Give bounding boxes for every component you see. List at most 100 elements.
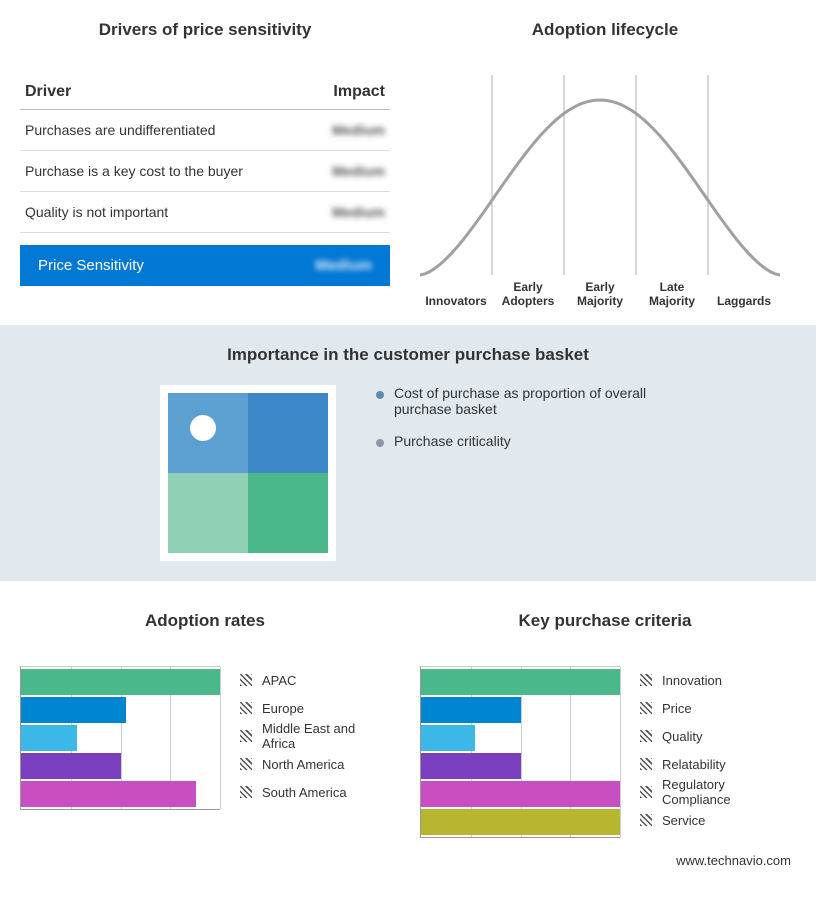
legend-label: Cost of purchase as proportion of overal… bbox=[394, 385, 656, 417]
basket-legend-item: Cost of purchase as proportion of overal… bbox=[376, 385, 656, 417]
bar-fill bbox=[421, 697, 521, 723]
legend-item: APAC bbox=[240, 666, 390, 694]
bar-fill bbox=[421, 725, 475, 751]
adoption-panel: Adoption rates APAC Europe Middle East and… bbox=[20, 611, 405, 838]
driver-impact: Medium bbox=[332, 204, 385, 220]
header-impact: Impact bbox=[333, 83, 385, 101]
quadrant-tr bbox=[248, 393, 328, 473]
quadrant-chart bbox=[168, 393, 328, 553]
legend-item: Regulatory Compliance bbox=[640, 778, 790, 806]
drivers-table: Driver Impact Purchases are undifferenti… bbox=[20, 75, 390, 286]
bar-fill bbox=[421, 809, 620, 835]
legend-item: Relatability bbox=[640, 750, 790, 778]
lifecycle-title: Adoption lifecycle bbox=[420, 20, 790, 40]
adoption-legend: APAC Europe Middle East and AfricaNorth Am… bbox=[240, 666, 390, 810]
adoption-chart bbox=[20, 666, 220, 810]
drivers-summary: Price Sensitivity Medium bbox=[20, 245, 390, 286]
grid-line bbox=[220, 667, 221, 809]
legend-item: Price bbox=[640, 694, 790, 722]
legend-label: South America bbox=[262, 785, 347, 800]
quadrant-br bbox=[248, 473, 328, 553]
adoption-title: Adoption rates bbox=[20, 611, 390, 631]
driver-label: Purchase is a key cost to the buyer bbox=[25, 163, 243, 179]
legend-swatch-icon bbox=[640, 758, 652, 770]
legend-label: Price bbox=[662, 701, 692, 716]
legend-item: Innovation bbox=[640, 666, 790, 694]
legend-label: Regulatory Compliance bbox=[662, 777, 790, 807]
lifecycle-label: LateMajority bbox=[649, 280, 695, 308]
legend-item: Quality bbox=[640, 722, 790, 750]
bar-fill bbox=[21, 725, 77, 751]
grid-line bbox=[620, 667, 621, 837]
summary-value: Medium bbox=[315, 257, 372, 274]
legend-dot-icon bbox=[376, 439, 384, 447]
lifecycle-chart: InnovatorsEarlyAdoptersEarlyMajorityLate… bbox=[420, 75, 790, 315]
criteria-title: Key purchase criteria bbox=[420, 611, 790, 631]
bottom-row: Adoption rates APAC Europe Middle East and… bbox=[0, 581, 816, 848]
legend-swatch-icon bbox=[640, 786, 652, 798]
driver-label: Quality is not important bbox=[25, 204, 168, 220]
legend-item: South America bbox=[240, 778, 390, 806]
drivers-row: Purchases are undifferentiated Medium bbox=[20, 110, 390, 151]
bar-row bbox=[21, 725, 220, 751]
bar-row bbox=[421, 781, 620, 807]
legend-item: Middle East and Africa bbox=[240, 722, 390, 750]
bar-row bbox=[21, 781, 220, 807]
legend-swatch-icon bbox=[640, 814, 652, 826]
legend-label: APAC bbox=[262, 673, 296, 688]
bar-row bbox=[421, 697, 620, 723]
legend-item: North America bbox=[240, 750, 390, 778]
legend-swatch-icon bbox=[240, 786, 252, 798]
basket-panel: Importance in the customer purchase bask… bbox=[0, 325, 816, 581]
driver-label: Purchases are undifferentiated bbox=[25, 122, 215, 138]
bar-row bbox=[21, 753, 220, 779]
criteria-bars-area: Innovation Price Quality Relatability Regula… bbox=[420, 666, 790, 838]
legend-label: Relatability bbox=[662, 757, 726, 772]
legend-swatch-icon bbox=[640, 702, 652, 714]
quadrant-frame bbox=[160, 385, 336, 561]
basket-legend: Cost of purchase as proportion of overal… bbox=[376, 385, 656, 465]
quadrant-bl bbox=[168, 473, 248, 553]
header-driver: Driver bbox=[25, 83, 71, 101]
driver-impact: Medium bbox=[332, 122, 385, 138]
bar-fill bbox=[421, 669, 620, 695]
drivers-panel: Drivers of price sensitivity Driver Impa… bbox=[20, 20, 405, 315]
legend-item: Europe bbox=[240, 694, 390, 722]
legend-item: Service bbox=[640, 806, 790, 834]
criteria-panel: Key purchase criteria Innovation Price Qua… bbox=[405, 611, 790, 838]
criteria-chart bbox=[420, 666, 620, 838]
bar-fill bbox=[21, 697, 126, 723]
legend-label: Quality bbox=[662, 729, 702, 744]
lifecycle-label: EarlyMajority bbox=[577, 280, 623, 308]
lifecycle-label: Laggards bbox=[717, 294, 771, 308]
adoption-bars-area: APAC Europe Middle East and AfricaNorth Am… bbox=[20, 666, 390, 810]
drivers-title: Drivers of price sensitivity bbox=[20, 20, 390, 40]
drivers-header: Driver Impact bbox=[20, 75, 390, 110]
basket-content: Cost of purchase as proportion of overal… bbox=[20, 385, 796, 561]
criteria-legend: Innovation Price Quality Relatability Regula… bbox=[640, 666, 790, 838]
bar-fill bbox=[421, 753, 521, 779]
legend-swatch-icon bbox=[240, 702, 252, 714]
drivers-row: Purchase is a key cost to the buyer Mediu… bbox=[20, 151, 390, 192]
legend-label: Europe bbox=[262, 701, 304, 716]
bar-row bbox=[421, 669, 620, 695]
lifecycle-label: Innovators bbox=[425, 294, 487, 308]
bar-row bbox=[21, 669, 220, 695]
top-row: Drivers of price sensitivity Driver Impa… bbox=[0, 0, 816, 325]
lifecycle-panel: Adoption lifecycle InnovatorsEarlyAdopte… bbox=[405, 20, 790, 315]
basket-legend-item: Purchase criticality bbox=[376, 433, 656, 449]
driver-impact: Medium bbox=[332, 163, 385, 179]
legend-label: Middle East and Africa bbox=[262, 721, 390, 751]
legend-dot-icon bbox=[376, 391, 384, 399]
legend-swatch-icon bbox=[640, 730, 652, 742]
legend-label: Purchase criticality bbox=[394, 433, 511, 449]
bar-row bbox=[21, 697, 220, 723]
bar-fill bbox=[421, 781, 620, 807]
legend-swatch-icon bbox=[640, 674, 652, 686]
summary-label: Price Sensitivity bbox=[38, 257, 144, 274]
footer: www.technavio.com bbox=[0, 848, 816, 883]
legend-label: Service bbox=[662, 813, 705, 828]
legend-label: Innovation bbox=[662, 673, 722, 688]
lifecycle-svg: InnovatorsEarlyAdoptersEarlyMajorityLate… bbox=[420, 75, 780, 315]
legend-swatch-icon bbox=[240, 730, 252, 742]
